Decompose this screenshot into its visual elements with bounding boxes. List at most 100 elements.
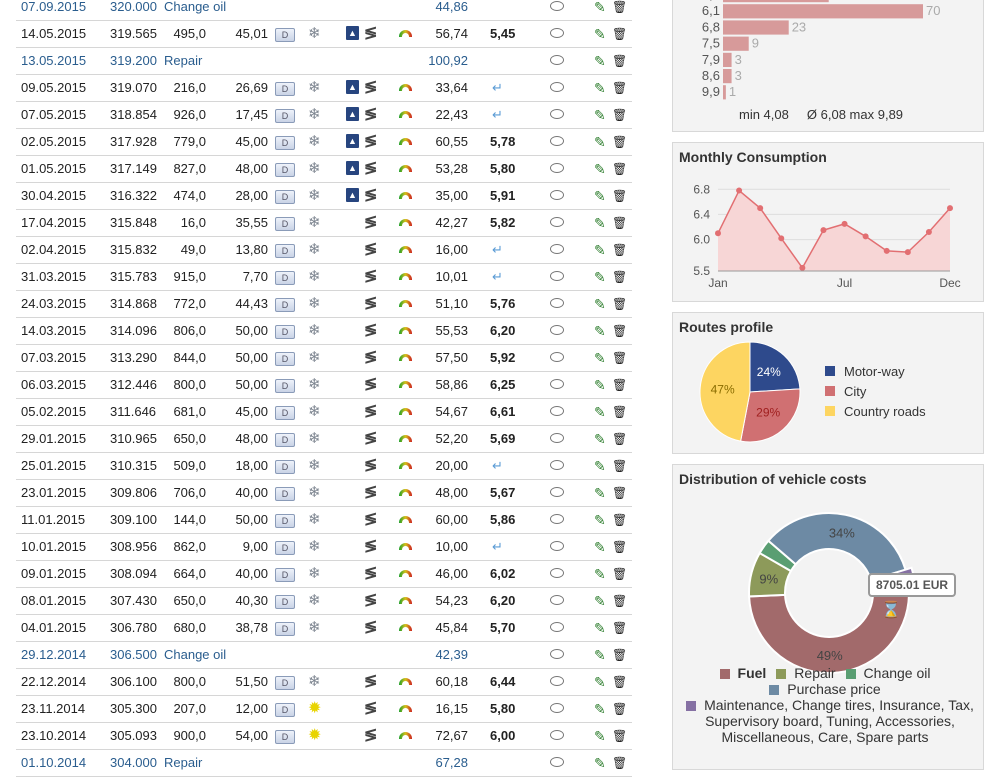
delete-trash-icon[interactable]: 🗑 [612,567,628,581]
cost-slice[interactable] [748,592,911,674]
consumption-point[interactable] [925,229,932,236]
delete-trash-icon[interactable]: 🗑 [612,54,628,68]
edit-pencil-icon[interactable]: ✎ [594,242,606,258]
edit-pencil-icon[interactable]: ✎ [594,53,606,69]
comment-icon[interactable] [550,190,564,200]
fuel-row[interactable]: 09.01.2015 308.094 664,0 40,00 D ❄ ≶ 6,02 46,00 ✎… [16,561,632,588]
consumption-point[interactable] [820,227,827,234]
edit-pencil-icon[interactable]: ✎ [594,377,606,393]
delete-trash-icon[interactable]: 🗑 [612,432,628,446]
consumption-point[interactable] [883,247,890,254]
delete-trash-icon[interactable]: 🗑 [612,756,628,770]
delete-trash-icon[interactable]: 🗑 [612,243,628,257]
delete-trash-icon[interactable]: 🗑 [612,648,628,662]
delete-trash-icon[interactable]: 🗑 [612,189,628,203]
fuel-row[interactable]: 17.04.2015 315.848 16,0 35,55 D ❄ ≶ 5,82 42,27 ✎ 🗑 [16,210,632,237]
delete-trash-icon[interactable]: 🗑 [612,351,628,365]
fuel-row[interactable]: 25.01.2015 310.315 509,0 18,00 D ❄ ≶ ↵ 20,00 ✎ 🗑 [16,453,632,480]
comment-icon[interactable] [550,541,564,551]
comment-icon[interactable] [550,487,564,497]
delete-trash-icon[interactable]: 🗑 [612,297,628,311]
fuel-row[interactable]: 22.12.2014 306.100 800,0 51,50 D ❄ ≶ 6,44 60,18 ✎… [16,669,632,696]
delete-trash-icon[interactable]: 🗑 [612,513,628,527]
consumption-point[interactable] [736,187,743,194]
vehicle-costs-chart[interactable]: 49% 9% 34% [673,489,983,679]
edit-pencil-icon[interactable]: ✎ [594,728,606,744]
delete-trash-icon[interactable]: 🗑 [612,162,628,176]
delete-trash-icon[interactable]: 🗑 [612,81,628,95]
edit-pencil-icon[interactable]: ✎ [594,458,606,474]
edit-pencil-icon[interactable]: ✎ [594,350,606,366]
comment-icon[interactable] [550,676,564,686]
comment-icon[interactable] [550,460,564,470]
fuel-row[interactable]: 02.05.2015 317.928 779,0 45,00 D ❄ ▲ ≶ 5,78 60,55… [16,129,632,156]
fuel-row[interactable]: 31.03.2015 315.783 915,0 7,70 D ❄ ≶ ↵ 10,01 ✎ 🗑 [16,264,632,291]
cost-slice[interactable] [766,512,907,582]
edit-pencil-icon[interactable]: ✎ [594,161,606,177]
delete-trash-icon[interactable]: 🗑 [612,27,628,41]
service-row[interactable]: 29.12.2014 306.500 Change oil 42,39 ✎ 🗑 [16,642,632,669]
delete-trash-icon[interactable]: 🗑 [612,135,628,149]
fuel-row[interactable]: 04.01.2015 306.780 680,0 38,78 D ❄ ≶ 5,70 45,84 ✎… [16,615,632,642]
fuel-row[interactable]: 14.03.2015 314.096 806,0 50,00 D ❄ ≶ 6,20 55,53 ✎… [16,318,632,345]
consumption-point[interactable] [757,205,764,212]
consumption-point[interactable] [715,230,721,237]
edit-pencil-icon[interactable]: ✎ [594,26,606,42]
routes-legend-item[interactable]: Motor-way [844,364,905,379]
fuel-row[interactable]: 07.05.2015 318.854 926,0 17,45 D ❄ ▲ ≶ ↵ 22,43 ✎ 🗑 [16,102,632,129]
delete-trash-icon[interactable]: 🗑 [612,621,628,635]
delete-trash-icon[interactable]: 🗑 [612,702,628,716]
delete-trash-icon[interactable]: 🗑 [612,405,628,419]
comment-icon[interactable] [550,622,564,632]
fuel-row[interactable]: 30.04.2015 316.322 474,0 28,00 D ❄ ▲ ≶ 5,91 35,00… [16,183,632,210]
comment-icon[interactable] [550,352,564,362]
fuel-row[interactable]: 23.11.2014 305.300 207,0 12,00 D ✹ ≶ 5,80 16,15 ✎… [16,696,632,723]
edit-pencil-icon[interactable]: ✎ [594,80,606,96]
comment-icon[interactable] [550,568,564,578]
fuel-row[interactable]: 23.10.2014 305.093 900,0 54,00 D ✹ ≶ 6,00 72,67 ✎… [16,723,632,750]
fuel-row[interactable]: 10.01.2015 308.956 862,0 9,00 D ❄ ≶ ↵ 10,00 ✎ 🗑 [16,534,632,561]
edit-pencil-icon[interactable]: ✎ [594,296,606,312]
delete-trash-icon[interactable]: 🗑 [612,324,628,338]
edit-pencil-icon[interactable]: ✎ [594,134,606,150]
routes-slice[interactable] [749,341,801,393]
delete-trash-icon[interactable]: 🗑 [612,675,628,689]
edit-pencil-icon[interactable]: ✎ [594,215,606,231]
fuel-row[interactable]: 06.03.2015 312.446 800,0 50,00 D ❄ ≶ 6,25 58,86 ✎… [16,372,632,399]
comment-icon[interactable] [550,379,564,389]
comment-icon[interactable] [550,271,564,281]
fuel-row[interactable]: 02.04.2015 315.832 49,0 13,80 D ❄ ≶ ↵ 16,00 ✎ 🗑 [16,237,632,264]
edit-pencil-icon[interactable]: ✎ [594,566,606,582]
fuel-row[interactable]: 11.01.2015 309.100 144,0 50,00 D ❄ ≶ 5,86 60,00 ✎… [16,507,632,534]
edit-pencil-icon[interactable]: ✎ [594,701,606,717]
comment-icon[interactable] [550,28,564,38]
fuel-row[interactable]: 24.03.2015 314.868 772,0 44,43 D ❄ ≶ 5,76 51,10 ✎… [16,291,632,318]
service-row[interactable]: 13.05.2015 319.200 Repair 100,92 ✎ 🗑 [16,48,632,75]
consumption-point[interactable] [862,233,869,240]
edit-pencil-icon[interactable]: ✎ [594,323,606,339]
edit-pencil-icon[interactable]: ✎ [594,674,606,690]
comment-icon[interactable] [550,136,564,146]
edit-pencil-icon[interactable]: ✎ [594,188,606,204]
cost-legend-item[interactable]: Fuel [719,665,766,681]
edit-pencil-icon[interactable]: ✎ [594,512,606,528]
fuel-row[interactable]: 05.02.2015 311.646 681,0 45,00 D ❄ ≶ 6,61 54,67 ✎… [16,399,632,426]
routes-legend-item[interactable]: Country roads [844,404,926,419]
fuel-row[interactable]: 01.05.2015 317.149 827,0 48,00 D ❄ ▲ ≶ 5,80 53,28… [16,156,632,183]
edit-pencil-icon[interactable]: ✎ [594,107,606,123]
edit-pencil-icon[interactable]: ✎ [594,620,606,636]
edit-pencil-icon[interactable]: ✎ [594,0,606,15]
delete-trash-icon[interactable]: 🗑 [612,540,628,554]
comment-icon[interactable] [550,244,564,254]
consumption-point[interactable] [904,249,911,256]
delete-trash-icon[interactable]: 🗑 [612,729,628,743]
delete-trash-icon[interactable]: 🗑 [612,0,628,14]
comment-icon[interactable] [550,163,564,173]
fuel-row[interactable]: 14.05.2015 319.565 495,0 45,01 D ❄ ▲ ≶ 5,45 56,74… [16,21,632,48]
edit-pencil-icon[interactable]: ✎ [594,485,606,501]
service-row[interactable]: 07.09.2015 320.000 Change oil 44,86 ✎ 🗑 [16,0,632,21]
comment-icon[interactable] [550,730,564,740]
comment-icon[interactable] [550,649,564,659]
consumption-point[interactable] [947,205,953,212]
comment-icon[interactable] [550,757,564,767]
